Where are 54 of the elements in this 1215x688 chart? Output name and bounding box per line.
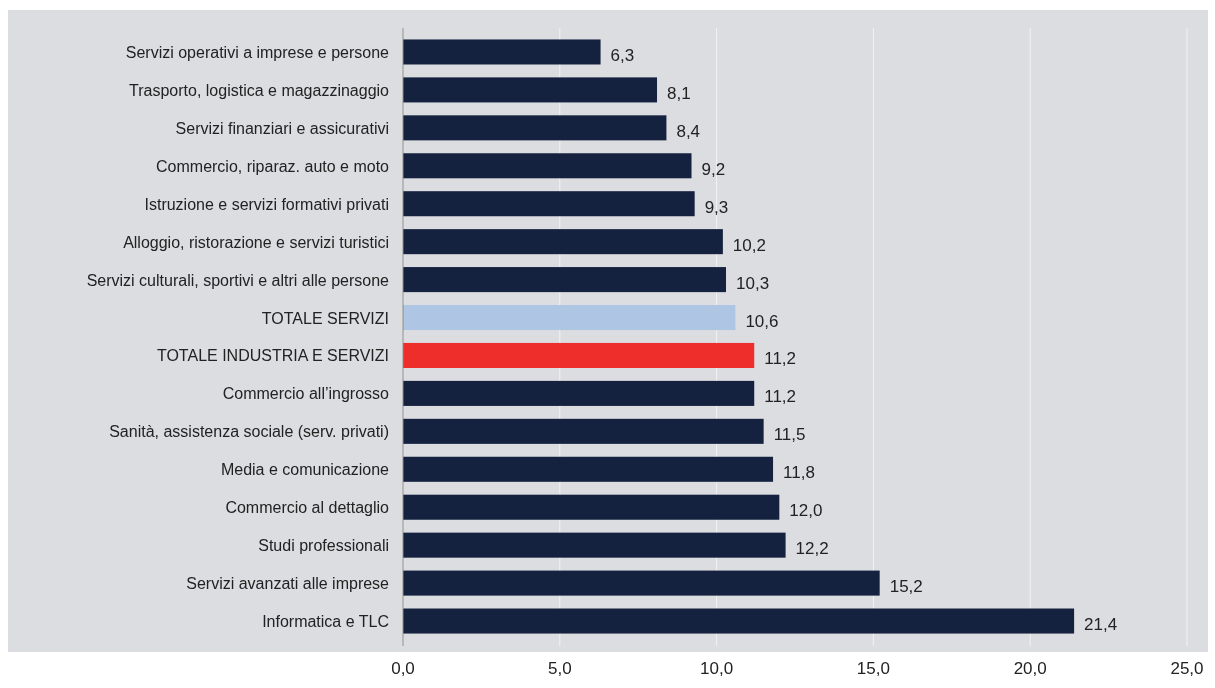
data-label: 15,2: [889, 577, 923, 597]
bar: [403, 570, 880, 596]
y-tick-label: Servizi operativi a imprese e persone: [125, 43, 390, 61]
y-tick-label: Sanità, assistenza sociale (serv. privati): [109, 423, 389, 441]
bar: [403, 342, 755, 368]
y-tick-label: Commercio, riparaz. auto e moto: [156, 157, 390, 175]
x-tick-label: 0,0: [391, 659, 415, 678]
y-tick-label: TOTALE SERVIZI: [261, 309, 389, 327]
x-tick-label: 10,0: [700, 659, 734, 678]
x-tick-label: 20,0: [1013, 659, 1047, 678]
y-tick-label: Media e comunicazione: [220, 461, 390, 479]
data-label: 10,6: [745, 311, 779, 331]
data-label: 11,5: [773, 425, 806, 445]
data-label: 11,8: [783, 463, 815, 483]
data-label: 11,2: [764, 349, 797, 369]
y-tick-label: Alloggio, ristorazione e servizi turistici: [123, 233, 389, 251]
data-label: 10,2: [732, 235, 766, 255]
bar: [403, 267, 727, 293]
bar: [403, 418, 764, 444]
bar: [403, 77, 658, 103]
data-label: 11,2: [764, 387, 797, 407]
data-label: 8,4: [676, 121, 701, 141]
y-tick-label: Servizi culturali, sportivi e altri alle persone: [86, 271, 390, 289]
data-label: 12,0: [789, 501, 823, 521]
bar: [403, 305, 736, 331]
bar: [403, 608, 1075, 634]
data-label: 9,2: [701, 159, 726, 179]
data-label: 21,4: [1084, 615, 1118, 635]
x-tick-label: 5,0: [547, 659, 572, 678]
y-tick-label: Commercio al dettaglio: [225, 499, 390, 517]
y-tick-label: Servizi avanzati alle imprese: [186, 575, 390, 593]
data-label: 9,3: [704, 197, 729, 217]
data-label: 10,3: [736, 273, 770, 293]
data-label: 12,2: [795, 539, 829, 559]
bar: [403, 229, 723, 255]
bar: [403, 153, 692, 179]
y-tick-label: Servizi finanziari e assicurativi: [175, 119, 389, 137]
bar: [403, 39, 601, 65]
y-tick-label: Trasporto, logistica e magazzinaggio: [129, 81, 390, 99]
x-tick-label: 25,0: [1170, 659, 1204, 678]
bar: [403, 191, 695, 217]
y-tick-label: Istruzione e servizi formativi privati: [144, 195, 389, 213]
bar: [403, 115, 667, 141]
x-tick-label: 15,0: [856, 659, 890, 678]
bar: [403, 456, 774, 482]
y-tick-label: Commercio all’ingrosso: [222, 385, 390, 403]
data-label: 6,3: [610, 45, 635, 65]
y-tick-label: Informatica e TLC: [262, 613, 389, 631]
data-label: 8,1: [667, 83, 691, 103]
bar: [403, 380, 755, 406]
bar: [403, 494, 780, 520]
y-tick-label: TOTALE INDUSTRIA E SERVIZI: [156, 347, 389, 365]
y-tick-label: Studi professionali: [258, 537, 389, 555]
bar: [403, 532, 786, 558]
